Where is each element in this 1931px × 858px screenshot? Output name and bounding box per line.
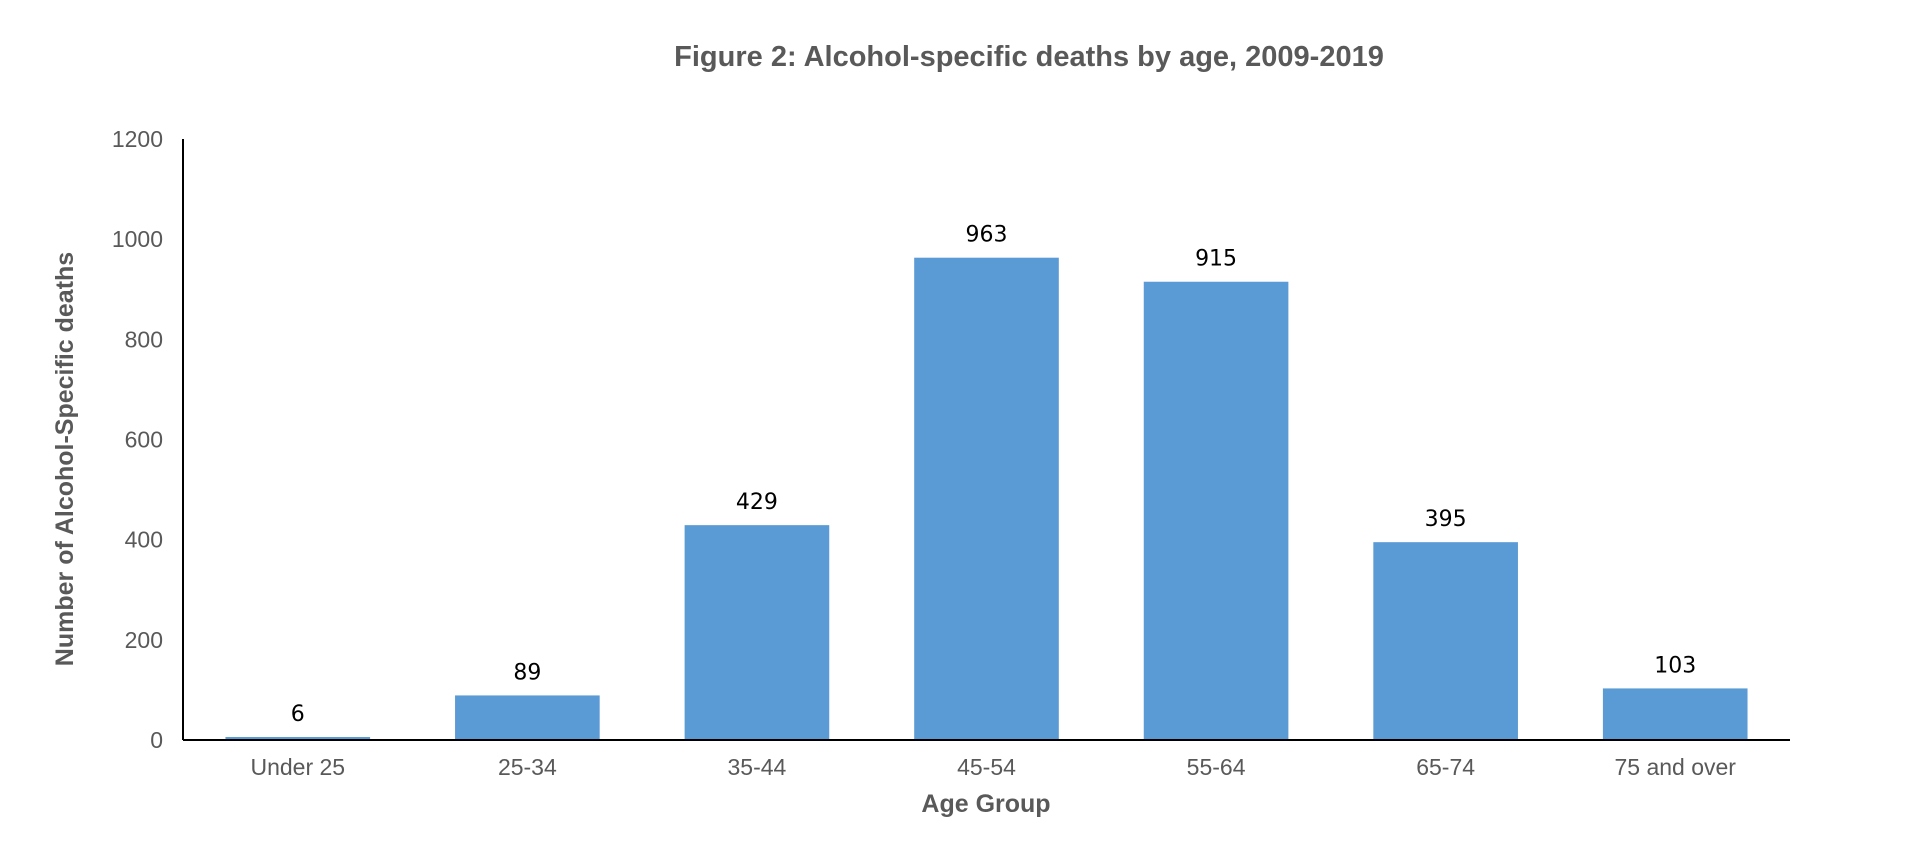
data-label: 915 bbox=[1195, 247, 1237, 272]
x-tick-label: 75 and over bbox=[1614, 754, 1736, 780]
bar bbox=[455, 695, 600, 740]
y-tick-label: 600 bbox=[125, 427, 163, 453]
data-label: 963 bbox=[966, 223, 1008, 248]
y-tick-label: 400 bbox=[125, 527, 163, 553]
bar bbox=[1143, 281, 1289, 740]
x-tick-label: 65-74 bbox=[1416, 754, 1475, 780]
x-tick-label: 55-64 bbox=[1187, 754, 1246, 780]
chart-title: Figure 2: Alcohol-specific deaths by age… bbox=[674, 41, 1384, 73]
x-tick-label: 25-34 bbox=[498, 754, 557, 780]
x-axis-title: Age Group bbox=[921, 790, 1050, 818]
y-tick-label: 0 bbox=[150, 727, 163, 753]
bar bbox=[914, 257, 1059, 740]
y-tick-label: 200 bbox=[125, 627, 163, 653]
data-label: 395 bbox=[1425, 507, 1467, 532]
bar bbox=[1602, 688, 1748, 740]
x-tick-label: Under 25 bbox=[250, 754, 345, 780]
bar bbox=[684, 525, 830, 740]
y-axis-title: Number of Alcohol-Specific deaths bbox=[51, 252, 79, 666]
y-tick-label: 1000 bbox=[112, 226, 163, 252]
x-tick-label: 45-54 bbox=[957, 754, 1016, 780]
y-axis-ticks: 0 200 400 600 800 1000 1200 bbox=[112, 126, 163, 753]
x-tick-label: 35-44 bbox=[728, 754, 787, 780]
bar bbox=[225, 736, 371, 740]
data-label: 103 bbox=[1654, 653, 1696, 678]
bars-group bbox=[225, 257, 1748, 740]
y-tick-label: 800 bbox=[125, 326, 163, 352]
data-label: 89 bbox=[513, 660, 541, 685]
data-label: 429 bbox=[736, 490, 778, 515]
y-tick-label: 1200 bbox=[112, 126, 163, 152]
data-labels-group: 6 89 429 963 915 395 103 bbox=[291, 223, 1696, 727]
data-label: 6 bbox=[291, 702, 305, 727]
bar bbox=[1373, 542, 1518, 740]
x-axis-ticks: Under 25 25-34 35-44 45-54 55-64 65-74 75 and … bbox=[250, 754, 1736, 780]
